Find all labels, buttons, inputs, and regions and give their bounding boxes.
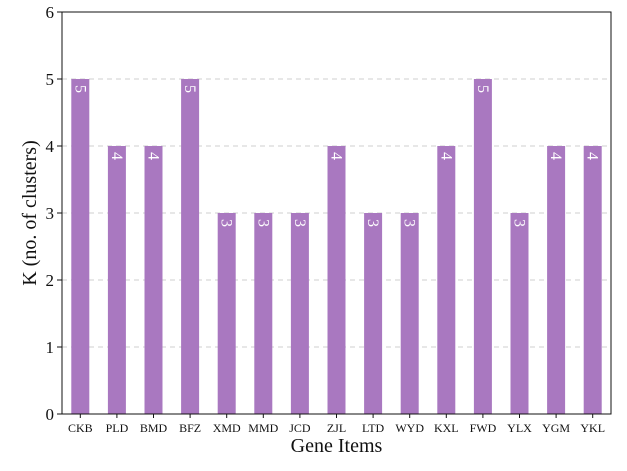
bar-data-labels: 5 4 4 5 3 3 3 4 3 3 4 5 3 4 4 <box>71 85 600 227</box>
bar-bmd <box>144 146 163 414</box>
bar-xmd <box>217 213 236 414</box>
x-axis-ticks: CKB PLD BMD BFZ XMD MMD JCD ZJL LTD WYD KXL FWD YLX Y… <box>68 414 605 435</box>
y-axis-title: K (no. of clusters) <box>19 140 41 286</box>
x-tick-label: FWD <box>470 421 497 435</box>
bar-wyd <box>400 213 419 414</box>
x-tick-label: MMD <box>248 421 278 435</box>
bar-value-label: 4 <box>145 152 162 160</box>
bar-value-label: 4 <box>547 152 564 160</box>
bar-kxl <box>437 146 456 414</box>
bar-value-label: 3 <box>218 219 235 227</box>
bar-mmd <box>254 213 273 414</box>
x-tick-label: CKB <box>68 421 93 435</box>
bar-value-label: 5 <box>181 85 198 93</box>
bar-ckb <box>71 79 90 414</box>
bar-value-label: 4 <box>328 152 345 160</box>
bar-value-label: 4 <box>108 152 125 160</box>
bar-ltd <box>364 213 383 414</box>
x-tick-label: WYD <box>395 421 424 435</box>
bar-value-label: 5 <box>71 85 88 93</box>
bar-value-label: 3 <box>364 219 381 227</box>
y-tick-label: 2 <box>46 271 55 290</box>
bar-value-label: 3 <box>254 219 271 227</box>
x-tick-label: YKL <box>580 421 605 435</box>
x-tick-label: XMD <box>213 421 241 435</box>
y-tick-label: 1 <box>46 338 55 357</box>
y-tick-label: 6 <box>46 3 55 22</box>
bar-ygm <box>547 146 566 414</box>
bar-value-label: 4 <box>584 152 601 160</box>
bar-value-label: 3 <box>291 219 308 227</box>
y-tick-label: 0 <box>46 405 55 424</box>
bar-zjl <box>327 146 346 414</box>
bar-value-label: 5 <box>474 85 491 93</box>
y-axis-ticks: 0 1 2 3 4 5 6 <box>46 3 62 424</box>
x-tick-label: PLD <box>106 421 129 435</box>
x-tick-label: JCD <box>289 421 311 435</box>
y-tick-label: 4 <box>46 137 55 156</box>
x-tick-label: YLX <box>507 421 532 435</box>
bar-value-label: 3 <box>401 219 418 227</box>
bar-jcd <box>290 213 309 414</box>
bars <box>71 79 602 414</box>
x-tick-label: ZJL <box>327 421 346 435</box>
x-tick-label: BMD <box>140 421 168 435</box>
x-tick-label: BFZ <box>179 421 201 435</box>
bar-value-label: 4 <box>437 152 454 160</box>
x-tick-label: YGM <box>542 421 570 435</box>
bar-fwd <box>473 79 492 414</box>
x-tick-label: LTD <box>362 421 385 435</box>
y-tick-label: 5 <box>46 70 55 89</box>
x-tick-label: KXL <box>434 421 459 435</box>
bar-value-label: 3 <box>511 219 528 227</box>
bar-pld <box>107 146 126 414</box>
y-tick-label: 3 <box>46 204 55 223</box>
x-axis-title: Gene Items <box>291 435 383 457</box>
bar-bfz <box>181 79 200 414</box>
bar-ykl <box>583 146 602 414</box>
bar-ylx <box>510 213 529 414</box>
